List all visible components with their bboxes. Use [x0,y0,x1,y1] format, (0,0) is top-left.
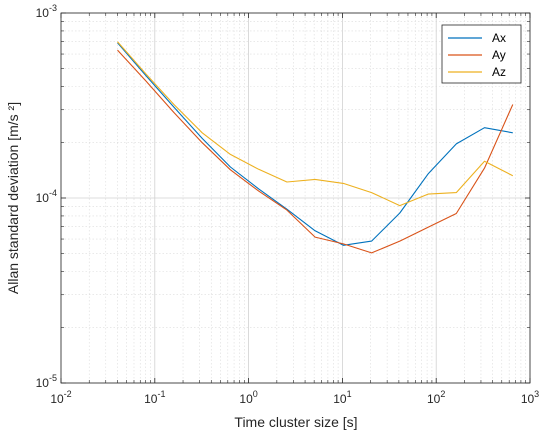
y-tick-label: 10-5 [36,373,57,390]
data-point-ay [258,190,260,192]
series-line-ax [117,42,513,246]
data-point-ax [201,137,203,139]
data-point-az [145,73,147,75]
data-point-ay [116,49,118,51]
data-point-ax [399,212,401,214]
x-tick-labels: 10-2 10-1 100 101 102 103 [50,389,539,406]
data-point-az [342,182,344,184]
series-line-az [117,41,514,207]
data-point-ax [314,230,316,232]
data-point-ax [258,188,260,190]
legend-box [441,24,522,84]
minor-grid [61,13,530,383]
data-point-ay [370,252,372,254]
x-tick-label: 101 [333,389,351,406]
series-az [116,41,514,207]
data-point-ax [173,106,175,108]
x-tick-label: 102 [427,389,445,406]
data-point-ay [399,240,401,242]
x-tick-label: 103 [521,389,539,406]
series-layer [116,41,514,254]
data-point-az [427,193,429,195]
data-point-ay [145,80,147,82]
data-point-az [455,191,457,193]
y-tick-labels: 10-5 10-4 10-3 [36,3,57,390]
data-point-ay [455,212,457,214]
data-point-az [483,160,485,162]
data-point-ay [201,142,203,144]
x-tick-label: 10-2 [50,389,71,406]
x-tick-label: 100 [239,389,257,406]
data-point-ay [512,103,514,105]
data-point-az [116,41,118,43]
data-point-ax [370,240,372,242]
legend-label-ax: Ax [492,31,506,45]
y-axis-title: Allan standard deviation [m/s ²] [5,102,21,294]
data-point-ax [455,143,457,145]
data-point-ay [314,236,316,238]
y-tick-label: 10-3 [36,3,57,20]
data-point-az [314,178,316,180]
legend-label-ay: Ay [492,48,506,62]
y-tick-label: 10-4 [36,188,57,205]
data-point-az [229,153,231,155]
data-point-ay [342,243,344,245]
legend-label-az: Az [492,65,506,79]
data-point-ay [483,167,485,169]
data-point-ay [286,209,288,211]
series-ay [116,49,514,254]
axis-ticks [60,12,531,384]
legend: Ax Ay Az [441,24,522,84]
data-point-az [399,204,401,206]
data-point-ax [512,132,514,134]
data-point-az [201,132,203,134]
data-point-az [286,181,288,183]
data-point-ax [483,127,485,129]
data-point-ay [173,111,175,113]
series-ax [117,42,514,246]
data-point-az [370,191,372,193]
data-point-ax [229,166,231,168]
data-point-ay [427,226,429,228]
x-tick-label: 10-1 [144,389,165,406]
data-point-az [258,168,260,170]
data-point-az [173,103,175,105]
x-axis-title: Time cluster size [s] [234,414,357,430]
series-line-ay [117,49,514,254]
data-point-az [512,175,514,177]
data-point-ax [427,173,429,175]
data-point-ay [229,169,231,171]
